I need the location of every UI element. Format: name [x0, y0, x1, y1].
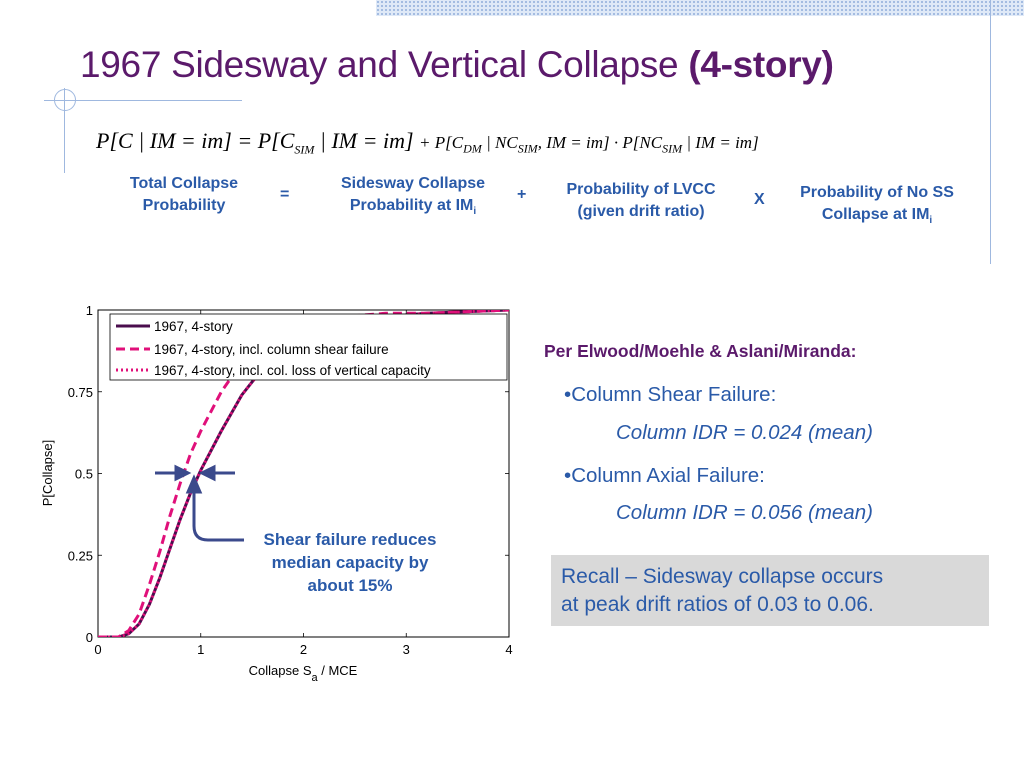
- chart-legend: 1967, 4-story 1967, 4-story, incl. colum…: [109, 313, 508, 381]
- y-tick-label: 1: [86, 303, 93, 318]
- x-axis-label: Collapse Sa / MCE: [249, 663, 358, 684]
- median-shift-arrows: [155, 464, 244, 542]
- bullet-column-shear: •Column Shear Failure:: [564, 383, 777, 406]
- shear-failure-annotation: Shear failure reduces median capacity by a…: [263, 530, 437, 595]
- x-tick-label: 3: [403, 642, 410, 657]
- callout-connector: [192, 486, 244, 542]
- x-tick-label: 2: [300, 642, 307, 657]
- label-lvcc: Probability of LVCC (given drift ratio): [566, 181, 716, 220]
- x-tick-label: 1: [197, 642, 204, 657]
- slide-title: 1967 Sidesway and Vertical Collapse (4-s…: [80, 44, 834, 85]
- detail-column-shear: Column IDR = 0.024 (mean): [616, 421, 873, 444]
- label-no-ss-collapse: Probability of No SS Collapse at IMi: [800, 184, 954, 227]
- callout-arrow-head: [185, 474, 203, 494]
- y-tick-label: 0.25: [68, 548, 93, 563]
- legend-label-1: 1967, 4-story, incl. column shear failur…: [154, 342, 389, 357]
- recall-box: Recall – Sidesway collapse occurs at peak…: [551, 555, 989, 626]
- recall-text: Recall – Sidesway collapse occurs at peak…: [561, 565, 884, 616]
- y-tick-label: 0: [86, 630, 93, 645]
- arrow-right-head: [174, 464, 192, 482]
- legend-box: [109, 313, 508, 381]
- y-tick-label: 0.75: [68, 385, 93, 400]
- axis-ticks: 0 1 2 3 4 0 0.25 0.5 0.75 1: [68, 303, 513, 657]
- y-axis-label: P[Collapse]: [40, 440, 55, 506]
- operator-times: X: [754, 191, 765, 208]
- operator-plus: +: [517, 186, 527, 203]
- decor-circle: [54, 89, 76, 111]
- decor-line-left: [64, 88, 65, 173]
- bullet-column-axial: •Column Axial Failure:: [564, 464, 765, 487]
- x-tick-label: 0: [94, 642, 101, 657]
- label-sidesway-collapse: Sidesway Collapse Probability at IMi: [340, 175, 486, 218]
- y-tick-label: 0.5: [75, 467, 93, 482]
- detail-column-axial: Column IDR = 0.056 (mean): [616, 501, 873, 524]
- x-tick-label: 4: [505, 642, 512, 657]
- arrow-left-head: [198, 464, 216, 482]
- decor-line-right: [990, 0, 991, 264]
- header-band: [376, 0, 1024, 16]
- decor-line-horizontal: [44, 100, 242, 101]
- operator-equals: =: [280, 186, 290, 203]
- legend-label-2: 1967, 4-story, incl. col. loss of vertic…: [154, 363, 431, 378]
- reference-heading: Per Elwood/Moehle & Aslani/Miranda:: [544, 341, 857, 361]
- label-total-collapse: Total Collapse Probability: [129, 175, 239, 214]
- legend-label-0: 1967, 4-story: [154, 319, 233, 334]
- collapse-equation: P[C | IM = im] = P[CSIM | IM = im] + P[C…: [96, 128, 759, 157]
